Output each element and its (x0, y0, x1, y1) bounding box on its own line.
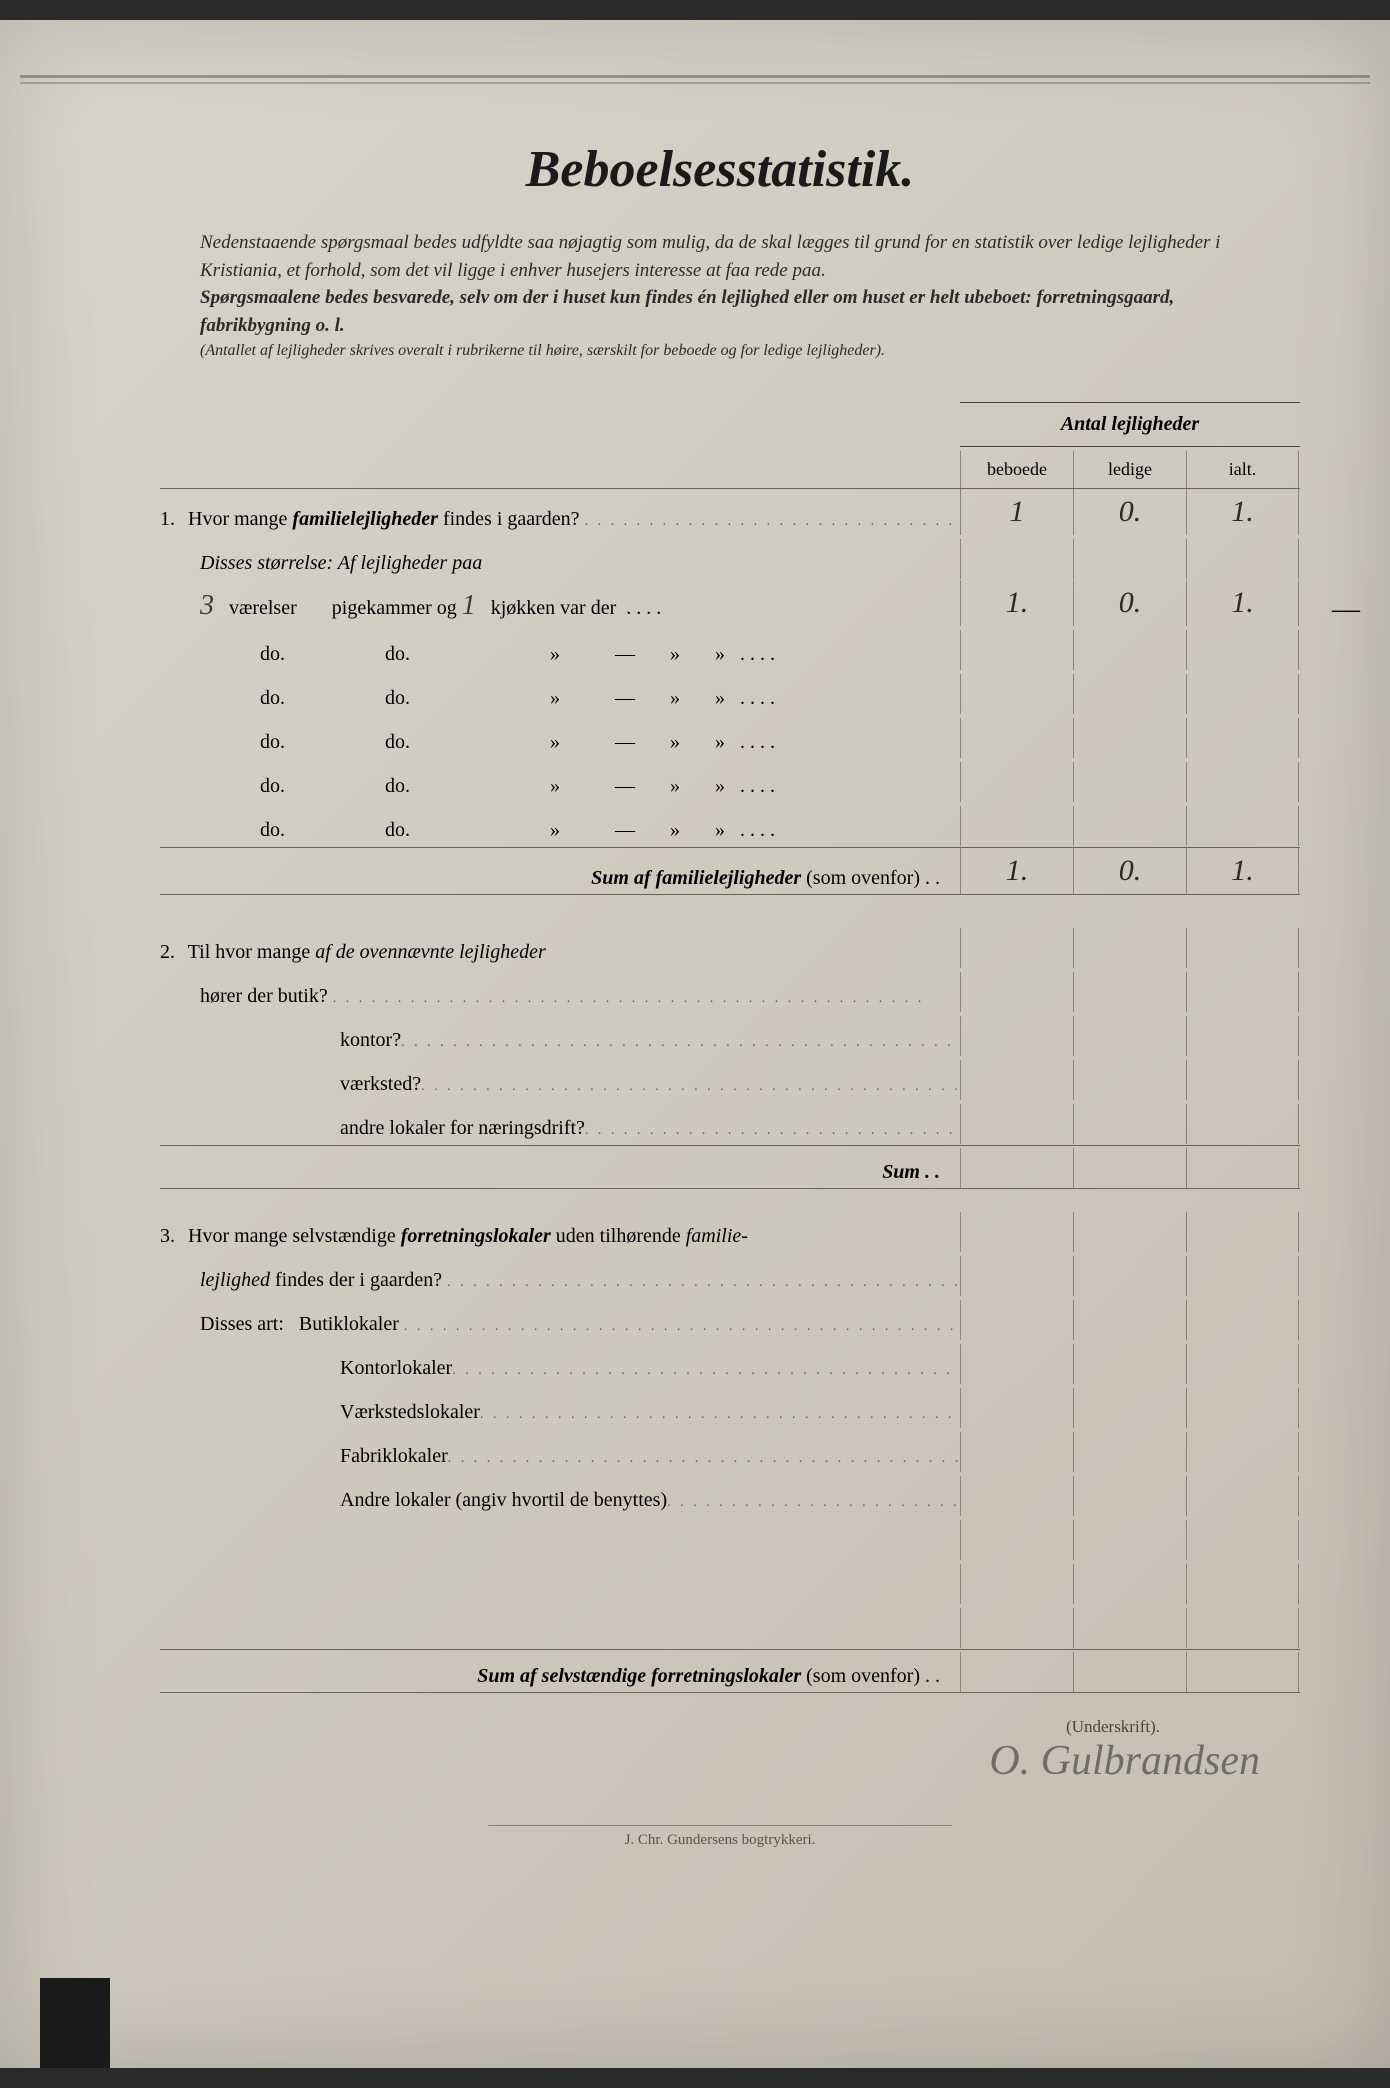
do-row: do. do. » — » » . . . . (160, 715, 1300, 759)
q2-num: 2. (160, 941, 175, 963)
q2-item-row: andre lokaler for næringsdrift? (160, 1101, 1300, 1145)
q3-item-row: Værkstedslokaler (160, 1385, 1300, 1429)
col-beboede: beboede (960, 451, 1073, 488)
leader-dots (585, 508, 960, 530)
disses-text: Disses størrelse: Af lejligheder paa (160, 544, 960, 579)
do-row: do. do. » — » » . . . . (160, 759, 1300, 803)
signature: O. Gulbrandsen (140, 1737, 1260, 1785)
intro-block: Nedenstaaende spørgsmaal bedes udfyldte … (200, 229, 1260, 362)
sum1-row: Sum af familielejligheder (som ovenfor) … (160, 847, 1300, 895)
hw-vaerelser: 3 (200, 590, 224, 622)
signature-label: (Underskrift). (140, 1717, 1160, 1737)
form-table: Antal lejligheder beboede ledige ialt. 1… (160, 402, 1300, 1693)
intro-p3: (Antallet af lejligheder skrives overalt… (200, 339, 1260, 362)
room-ledige: 0. (1073, 580, 1186, 626)
handwritten-mark: — (1332, 594, 1360, 626)
room-beboede: 1. (960, 580, 1073, 626)
sum1-beboede: 1. (960, 848, 1073, 894)
document-page: Beboelsesstatistik. Nedenstaaende spørgs… (0, 20, 1390, 2068)
col-ledige: ledige (1073, 451, 1186, 488)
q3-num: 3. (160, 1225, 175, 1247)
q3-disses: Disses art: Butiklokaler (160, 1297, 1300, 1341)
sum1-ledige: 0. (1073, 848, 1186, 894)
room-row: 3 værelser pigekammer og 1 kjøkken var d… (160, 580, 1300, 627)
do-row: do. do. » — » » . . . . (160, 627, 1300, 671)
table-subheader-row: beboede ledige ialt. (160, 451, 1300, 489)
q1-text2: findes i gaarden? (443, 508, 580, 530)
printer-line: J. Chr. Gundersens bogtrykkeri. (488, 1825, 952, 1849)
q3-row: 3. Hvor mange selvstændige forretningslo… (160, 1209, 1300, 1253)
q2-item-row: værksted? (160, 1057, 1300, 1101)
q3-item-row: Andre lokaler (angiv hvortil de benyttes… (160, 1473, 1300, 1517)
q1-ledige: 0. (1073, 489, 1186, 535)
table-header-row: Antal lejligheder (160, 402, 1300, 447)
sum1-label: Sum af familielejligheder (591, 867, 801, 889)
q1-text: Hvor mange (188, 508, 292, 530)
q1-ital: familielejligheder (292, 508, 438, 530)
q2-item-row: kontor? (160, 1013, 1300, 1057)
table-header: Antal lejligheder (960, 402, 1300, 447)
q1-row: 1. Hvor mange familielejligheder findes … (160, 489, 1300, 536)
col-ialt: ialt. (1186, 451, 1299, 488)
do-row: do. do. » — » » . . . . (160, 803, 1300, 847)
intro-p2: Spørgsmaalene bedes besvarede, selv om d… (200, 284, 1260, 339)
q3-line2: lejlighed findes der i gaarden? (160, 1253, 1300, 1297)
q2-sub-row: hører der butik? (160, 969, 1300, 1013)
disses-row: Disses størrelse: Af lejligheder paa (160, 536, 1300, 580)
hw-kjokken: 1 (462, 590, 486, 622)
q1-beboede: 1 (960, 489, 1073, 535)
room-ialt: 1. (1186, 580, 1299, 626)
q1-num: 1. (160, 508, 175, 530)
q1-ialt: 1. (1186, 489, 1299, 535)
sum3-row: Sum af selvstændige forretningslokaler (… (160, 1649, 1300, 1693)
q2-row: 2. Til hvor mange af de ovennævnte lejli… (160, 925, 1300, 969)
do-row: do. do. » — » » . . . . (160, 671, 1300, 715)
q3-item-row: Fabriklokaler (160, 1429, 1300, 1473)
q2-sum-row: Sum . . (160, 1145, 1300, 1189)
page-title: Beboelsesstatistik. (140, 140, 1300, 199)
q3-item-row: Kontorlokaler (160, 1341, 1300, 1385)
sum1-ialt: 1. (1186, 848, 1299, 894)
intro-p1: Nedenstaaende spørgsmaal bedes udfyldte … (200, 229, 1260, 284)
thumbnail-strip (40, 1978, 110, 2068)
